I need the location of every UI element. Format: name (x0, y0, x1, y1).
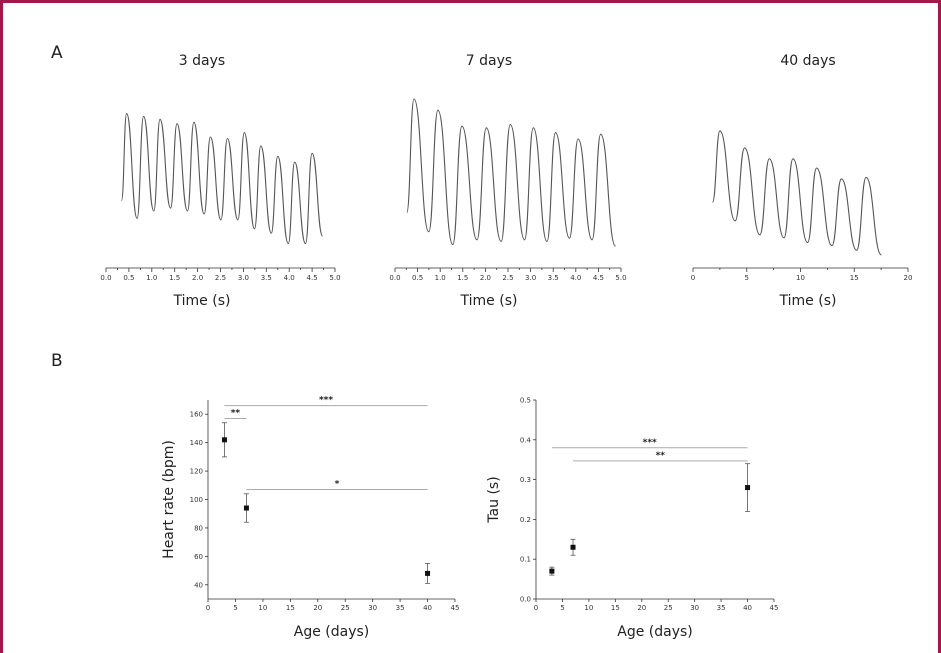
x-tick-label: 0 (691, 274, 695, 282)
x-tick-label: 0.0 (389, 274, 400, 282)
x-tick-label: 35 (396, 604, 405, 612)
x-tick-label: 3.5 (261, 274, 272, 282)
y-tick-label: 100 (190, 496, 203, 504)
y-tick-label: 40 (194, 581, 203, 589)
plots-layer: 3 days 0.0 0.5 1.0 1.5 2.0 2.5 3.0 3.5 4.0 4.5 5.0 T… (100, 53, 912, 640)
figure-canvas: A B 3 days 0.0 0.5 1.0 1.5 2.0 2.5 3.0 3.5 4.0 4.5… (51, 43, 912, 640)
data-point (221, 437, 227, 443)
x-tick-label: 4.0 (284, 274, 295, 282)
y-tick-label: 140 (190, 439, 203, 447)
x-tick-label: 20 (313, 604, 322, 612)
y-tick-label: 0.0 (520, 596, 531, 604)
x-tick-label: 45 (770, 604, 779, 612)
x-tick-label: 3.0 (238, 274, 249, 282)
y-tick-label: 120 (190, 468, 203, 476)
x-tick-label: 4.0 (570, 274, 581, 282)
x-tick-label: 15 (611, 604, 620, 612)
x-tick-label: 2.0 (480, 274, 491, 282)
x-tick-label: 1.5 (169, 274, 180, 282)
x-tick-label: 1.0 (435, 274, 446, 282)
x-tick-label: 5.0 (615, 274, 626, 282)
waveform-trace (406, 98, 617, 247)
x-tick-label: 10 (584, 604, 593, 612)
x-tick-label: 3.5 (548, 274, 559, 282)
x-tick-label: 5 (560, 604, 564, 612)
x-tick-label: 40 (743, 604, 752, 612)
x-tick-label: 45 (451, 604, 460, 612)
x-tick-label: 2.5 (502, 274, 513, 282)
y-tick-label: 160 (190, 411, 203, 419)
x-tick-label: 0.0 (100, 274, 111, 282)
data-point (549, 568, 555, 574)
waveform-trace (711, 130, 882, 256)
x-tick-label: 35 (717, 604, 726, 612)
x-tick-label: 5.0 (329, 274, 340, 282)
x-tick-label: 0.5 (412, 274, 423, 282)
y-tick-label: 0.1 (520, 556, 531, 564)
x-axis-label: Time (s) (779, 293, 837, 309)
y-axis-label: Tau (s) (486, 476, 502, 523)
x-tick-label: 4.5 (307, 274, 318, 282)
data-point (425, 570, 431, 576)
x-tick-label: 0.5 (123, 274, 134, 282)
x-axis-label: Age (days) (617, 624, 693, 640)
x-tick-label: 1.0 (146, 274, 157, 282)
y-tick-label: 80 (194, 524, 203, 532)
scatter-panel-1: 0 5 10 15 20 25 30 35 40 45 40 60 80 100 120 140 160 Age … (161, 396, 459, 640)
x-tick-label: 2.5 (215, 274, 226, 282)
x-tick-label: 25 (664, 604, 673, 612)
x-tick-label: 2.0 (192, 274, 203, 282)
data-point (570, 544, 576, 550)
x-axis-label: Time (s) (173, 293, 231, 309)
waveform-trace (120, 112, 324, 245)
x-tick-label: 0 (206, 604, 210, 612)
trace-title: 7 days (466, 53, 512, 69)
panel-b-label: B (51, 351, 63, 371)
scatter-panel-2: 0 5 10 15 20 25 30 35 40 45 0.0 0.1 0.2 0.3 0.4 0.5 Age … (486, 397, 778, 641)
y-tick-label: 0.4 (520, 436, 532, 444)
y-tick-label: 0.3 (520, 476, 531, 484)
x-tick-label: 30 (690, 604, 699, 612)
x-tick-label: 40 (423, 604, 432, 612)
y-axis-label: Heart rate (bpm) (161, 440, 177, 559)
x-axis-label: Age (days) (294, 624, 370, 640)
significance-label: *** (319, 396, 333, 406)
trace-panel-3: 40 days 0 5 10 15 20 Time (s) (691, 53, 913, 309)
x-tick-label: 1.5 (457, 274, 468, 282)
data-point (745, 485, 751, 491)
y-tick-label: 0.5 (520, 397, 531, 405)
x-axis-label: Time (s) (460, 293, 518, 309)
y-tick-label: 60 (194, 553, 203, 561)
trace-panel-1: 3 days 0.0 0.5 1.0 1.5 2.0 2.5 3.0 3.5 4.0 4.5 5.0 T… (100, 53, 340, 309)
y-tick-label: 0.2 (520, 516, 531, 524)
x-tick-label: 5 (745, 274, 749, 282)
significance-label: ** (656, 451, 666, 461)
x-tick-label: 20 (904, 274, 913, 282)
x-tick-label: 3.0 (525, 274, 536, 282)
x-tick-label: 30 (368, 604, 377, 612)
x-tick-label: 0 (534, 604, 538, 612)
x-tick-label: 20 (637, 604, 646, 612)
trace-title: 3 days (179, 53, 225, 69)
significance-label: *** (643, 438, 657, 448)
significance-label: * (335, 480, 340, 490)
x-tick-label: 15 (850, 274, 859, 282)
trace-title: 40 days (780, 53, 835, 69)
x-tick-label: 10 (258, 604, 267, 612)
data-point (243, 505, 249, 511)
x-tick-label: 25 (341, 604, 350, 612)
x-tick-label: 4.5 (593, 274, 604, 282)
x-tick-label: 5 (233, 604, 237, 612)
panel-a-label: A (51, 43, 63, 63)
significance-label: ** (231, 408, 241, 418)
trace-panel-2: 7 days 0.0 0.5 1.0 1.5 2.0 2.5 3.0 3.5 4.0 4.5 5.0 T… (389, 53, 626, 309)
x-tick-label: 10 (796, 274, 805, 282)
x-tick-label: 15 (286, 604, 295, 612)
